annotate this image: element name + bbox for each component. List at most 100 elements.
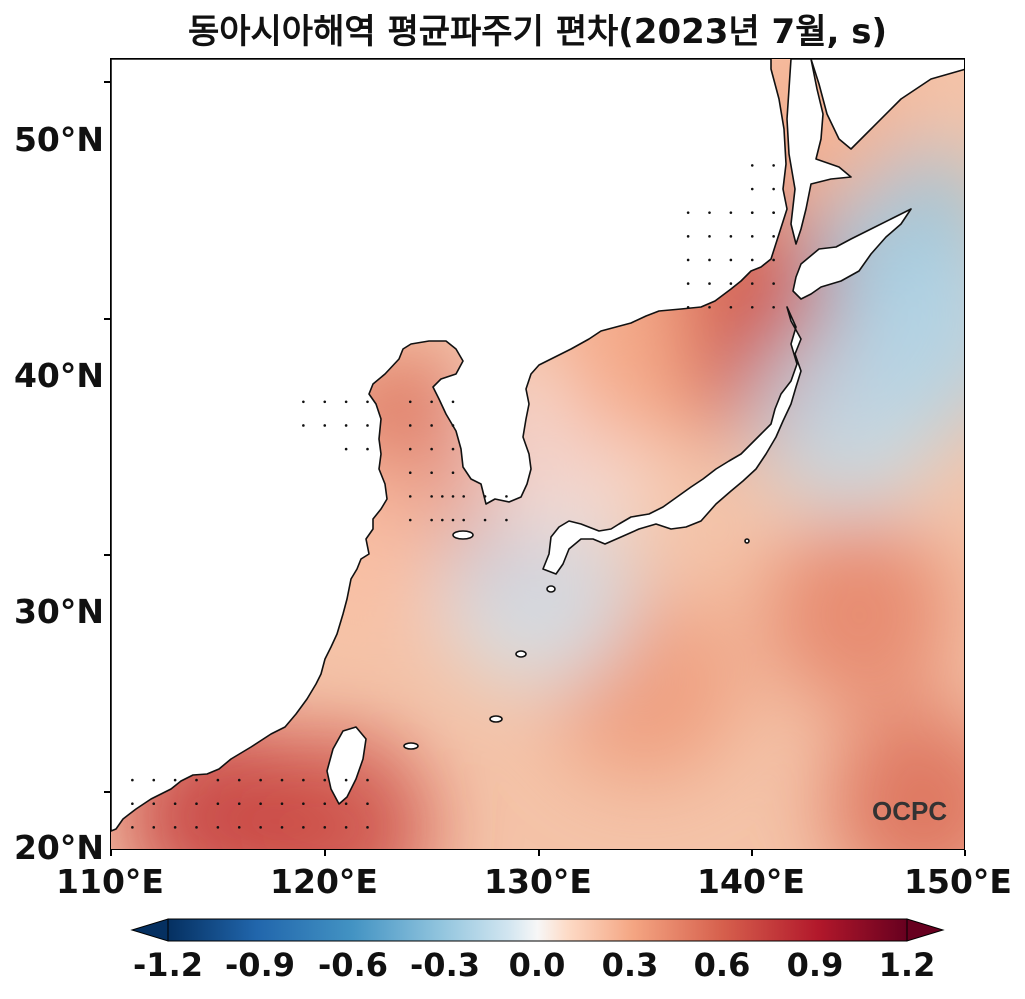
colorbar <box>130 918 945 942</box>
land-jeju <box>452 530 474 540</box>
stipple-dot <box>280 778 284 782</box>
chart-title: 동아시아해역 평균파주기 편차(2023년 7월, s) <box>187 12 888 52</box>
stipple-dot <box>462 518 465 522</box>
stipple-dot <box>708 211 711 214</box>
stipple-dot <box>462 495 465 498</box>
colorbar-body <box>167 918 908 942</box>
stipple-dot <box>408 495 412 498</box>
x-tick-label: 120°E <box>270 862 378 901</box>
y-tick-label: 30°N <box>13 592 104 631</box>
stipple-dot <box>366 400 369 404</box>
stipple-dot <box>772 282 775 285</box>
stipple-dot <box>344 778 348 782</box>
stipple-dot <box>686 282 690 285</box>
stipple-dot <box>686 235 690 238</box>
stipple-dot <box>441 518 444 522</box>
land-russia-east <box>810 59 964 150</box>
stipple-dot <box>280 826 284 829</box>
stipple-dot <box>323 424 327 427</box>
stipple-dot <box>216 802 220 806</box>
colorbar-tick-label: -0.6 <box>318 946 388 984</box>
stipple-dot <box>173 826 177 829</box>
stipple-dot <box>708 282 711 285</box>
x-tick-label: 110°E <box>56 862 164 901</box>
y-tickmark-20 <box>104 791 110 793</box>
stipple-dot <box>430 400 433 404</box>
land-taiwan <box>326 726 367 805</box>
stipple-dot <box>173 778 177 782</box>
stipple-dot <box>344 826 348 829</box>
stipple-dot <box>708 305 711 309</box>
colorbar-tick-label: 0.6 <box>693 946 751 984</box>
stipple-dot <box>451 518 455 522</box>
map-area <box>110 58 965 850</box>
stipple-dot <box>366 826 369 829</box>
stipple-dot <box>729 235 733 238</box>
y-tickmark-50 <box>104 81 110 83</box>
x-tickmark-110 <box>110 850 112 856</box>
land-sakhalin <box>786 59 852 245</box>
stipple-dot <box>772 258 775 262</box>
land-hokkaido <box>792 208 912 300</box>
stipple-dot <box>237 802 241 806</box>
stipple-dot <box>451 447 455 451</box>
stipple-dot <box>408 400 412 404</box>
stipple-dot <box>259 826 262 829</box>
land-island-a <box>489 715 503 723</box>
stipple-dot <box>772 164 775 167</box>
stipple-dot <box>750 164 754 167</box>
stipple-dot <box>366 802 369 806</box>
land-layer <box>111 59 964 832</box>
stipple-dot <box>750 235 754 238</box>
x-tick-label: 140°E <box>697 862 805 901</box>
x-tickmark-120 <box>324 850 326 856</box>
land-island-d <box>403 742 419 750</box>
stipple-dot <box>408 518 412 522</box>
land-mainland <box>111 59 788 832</box>
stipple-dot <box>729 305 733 309</box>
stipple-dot <box>708 235 711 238</box>
stipple-dot <box>772 305 775 309</box>
stipple-dot <box>131 802 134 806</box>
stipple-dot <box>302 424 305 427</box>
land-island-c <box>546 585 556 593</box>
stipple-dot <box>152 778 156 782</box>
stipple-dot <box>323 826 327 829</box>
land-japan <box>542 306 802 575</box>
stipple-dot <box>408 471 412 475</box>
stipple-dot <box>430 495 433 498</box>
map-canvas <box>111 59 964 849</box>
stipple-dot <box>505 518 508 522</box>
colorbar-extend-low <box>130 918 169 942</box>
stipple-dot <box>750 187 754 191</box>
stipple-dot <box>344 424 348 427</box>
stipple-dot <box>686 211 690 214</box>
stipple-dot <box>216 778 220 782</box>
stipple-dot <box>131 826 134 829</box>
stipple-layer <box>131 164 775 829</box>
stipple-dot <box>729 258 733 262</box>
x-tickmark-130 <box>538 850 540 856</box>
stipple-dot <box>483 495 487 498</box>
x-tickmark-150 <box>964 850 966 856</box>
stipple-dot <box>750 305 754 309</box>
stipple-dot <box>344 802 348 806</box>
stipple-dot <box>686 305 690 309</box>
stipple-dot <box>195 802 198 806</box>
stipple-dot <box>344 447 348 451</box>
stipple-dot <box>237 778 241 782</box>
stipple-dot <box>323 400 327 404</box>
stipple-dot <box>323 778 327 782</box>
field-region <box>764 519 955 710</box>
ocpc-logo: OCPC <box>872 796 948 826</box>
stipple-dot <box>483 518 487 522</box>
stipple-dot <box>430 447 433 451</box>
stipple-dot <box>152 826 156 829</box>
colorbar-tick-label: 0.3 <box>601 946 659 984</box>
stipple-dot <box>195 778 198 782</box>
field-region <box>838 235 964 426</box>
stipple-dot <box>750 282 754 285</box>
stipple-dot <box>430 471 433 475</box>
stipple-dot <box>259 778 262 782</box>
stipple-dot <box>131 778 134 782</box>
